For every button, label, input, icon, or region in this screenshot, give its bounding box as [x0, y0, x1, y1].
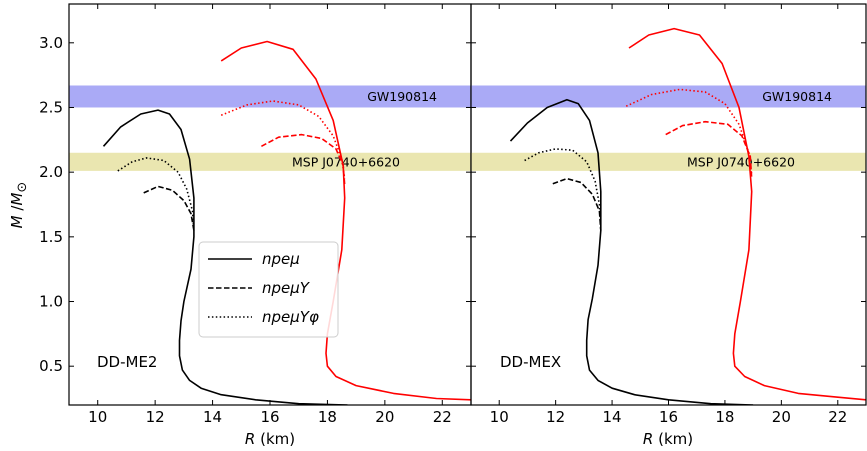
x-tick-label-p0-20: 20 — [375, 408, 394, 426]
band-msp-j0740-6620-p1 — [471, 152, 866, 171]
x-tick-label-p1-18: 18 — [715, 408, 734, 426]
x-axis-label-left: R (km) — [245, 430, 295, 448]
band-gw190814-p0 — [69, 85, 471, 108]
band-msp-j0740-6620-p0 — [69, 152, 471, 171]
x-tick-label-p0-10: 10 — [88, 408, 107, 426]
x-tick-label-p0-12: 12 — [146, 408, 165, 426]
series-line-p1-1-dashed-black — [552, 177, 602, 231]
series-line-p1-0-solid-black — [509, 98, 754, 405]
series-line-p0-5-dotted-red — [220, 100, 346, 179]
x-tick-label-p1-14: 14 — [603, 408, 622, 426]
x-axis-label-right: R (km) — [643, 430, 693, 448]
series-line-p0-4-dashed-red — [261, 133, 346, 186]
x-tick-label-p1-12: 12 — [546, 408, 565, 426]
plot-frame-left — [68, 3, 472, 406]
panel-label-right: DD-MEX — [500, 353, 561, 371]
y-tick-label-3.0: 3.0 — [39, 34, 63, 52]
series-line-p1-2-dotted-black — [524, 148, 602, 231]
band-label-gw190814-p1: GW190814 — [762, 89, 832, 104]
legend-box — [198, 241, 339, 338]
legend-label-npemuY: npeμY — [262, 279, 311, 297]
x-tick-label-p0-14: 14 — [203, 408, 222, 426]
x-tick-label-p1-22: 22 — [828, 408, 847, 426]
x-tick-label-p1-10: 10 — [490, 408, 509, 426]
series-line-p1-4-dashed-red — [665, 120, 753, 179]
y-tick-label-1.0: 1.0 — [39, 293, 63, 311]
legend-label-npemu: npeμ — [262, 250, 300, 268]
series-line-p0-2-dotted-black — [117, 157, 195, 231]
panel-right: GW190814 MSP J0740+6620 10 12 14 16 18 20 22 DD… — [470, 3, 867, 448]
y-axis-label: M /M⊙ — [8, 182, 30, 229]
legend-label-npemuYphi: npeμYφ — [262, 308, 319, 326]
band-label-gw190814-p0: GW190814 — [367, 89, 437, 104]
plot-frame-right — [470, 3, 867, 406]
panel-label-left: DD-ME2 — [97, 353, 157, 371]
x-tick-label-p0-16: 16 — [260, 408, 279, 426]
y-tick-label-1.5: 1.5 — [39, 228, 63, 246]
series-line-p1-3-solid-red — [628, 27, 866, 401]
series-line-p0-1-dashed-black — [143, 185, 195, 231]
y-tick-label-2.0: 2.0 — [39, 163, 63, 181]
band-gw190814-p1 — [471, 85, 866, 108]
band-label-msp-j0740-6620-p1: MSP J0740+6620 — [687, 154, 795, 169]
panel-left: GW190814 MSP J0740+6620 10 12 14 16 18 20 22 DD… — [68, 3, 472, 448]
x-tick-label-p0-18: 18 — [318, 408, 337, 426]
series-line-p0-0-solid-black — [102, 109, 348, 405]
y-tick-label-2.5: 2.5 — [39, 98, 63, 116]
y-tick-label-0.5: 0.5 — [39, 357, 63, 375]
x-tick-label-p1-16: 16 — [659, 408, 678, 426]
x-tick-label-p0-22: 22 — [433, 408, 452, 426]
x-tick-label-p1-20: 20 — [772, 408, 791, 426]
legend: npeμ npeμY npeμYφ — [198, 241, 339, 338]
band-label-msp-j0740-6620-p0: MSP J0740+6620 — [292, 154, 400, 169]
